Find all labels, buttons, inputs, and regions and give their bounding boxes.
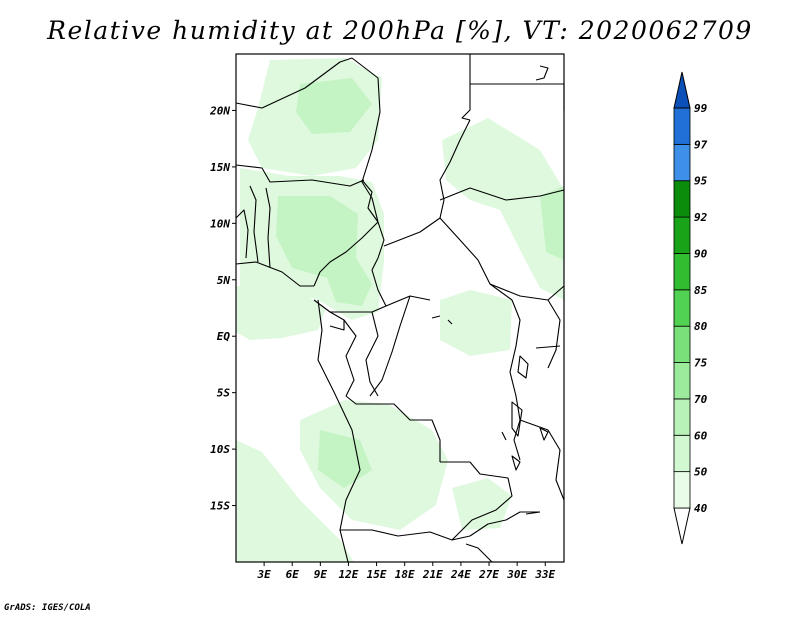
humidity-area-angola [300,400,448,530]
lat-tick-label: 10N [210,217,230,230]
colorbar-min-triangle [673,507,691,545]
humidity-area-southatlantic [236,440,354,562]
lat-tick-label: 5S [217,387,231,400]
lon-tick-label: 9E [314,568,328,581]
humidity-area-gulf [236,286,326,340]
colorbar-bin [673,471,691,509]
credit-text: GrADS: IGES/COLA [4,603,91,613]
colorbar-label: 99 [694,102,708,115]
colorbar-bin [673,216,691,254]
colorbar-label: 92 [694,211,708,224]
lon-tick-label: 18E [395,568,415,581]
colorbar-bin [673,362,691,400]
colorbar: 40 50 60 70 75 80 85 90 92 95 97 99 [673,71,708,545]
colorbar-bin [673,325,691,363]
colorbar-label: 40 [694,502,708,515]
chart-title: Relative humidity at 200hPa [%], VT: 202… [47,16,753,45]
humidity-shading [236,58,564,562]
lon-tick-label: 12E [339,568,359,581]
lat-tick-label: 15S [210,500,230,513]
colorbar-label: 70 [694,393,708,406]
humidity-core-2 [322,258,372,306]
humidity-area-east [442,118,564,300]
colorbar-label: 95 [694,175,708,188]
colorbar-label: 50 [694,466,708,479]
map-frame [235,53,565,563]
colorbar-bin [673,398,691,436]
colorbar-label: 90 [694,247,708,260]
lon-tick-label: 6E [286,568,300,581]
colorbar-bin [673,253,691,291]
humidity-area-congo [440,290,512,356]
lon-tick-label: 21E [422,568,443,581]
colorbar-max-triangle [673,71,691,109]
lon-tick-label: 30E [506,568,527,581]
humidity-shading-mid [276,78,564,488]
lon-tick-label: 24E [450,568,471,581]
colorbar-label: 60 [694,429,708,442]
colorbar-label: 80 [694,320,708,333]
lat-tick-label: 20N [209,104,230,117]
lat-tick-label: 10S [210,443,230,456]
lon-tick-label: 27E [478,568,499,581]
longitude-axis: 3E 6E 9E 12E 15E 18E 21E 24E 27E 30E 33E [256,562,556,581]
colorbar-bin [673,434,691,473]
country-boundaries [235,54,565,563]
humidity-core-5 [540,186,564,260]
colorbar-label: 97 [694,138,708,151]
colorbar-bin [673,143,691,182]
latitude-axis: 20N 15N 10N 5N EQ 5S 10S 15S [209,104,236,513]
lat-tick-label: 15N [210,161,230,174]
colorbar-label: 75 [694,357,708,370]
lon-tick-label: 15E [367,568,387,581]
colorbar-label: 85 [694,284,708,297]
colorbar-bin [673,107,691,145]
lat-tick-label: EQ [217,330,231,343]
colorbar-bin [673,180,691,218]
humidity-core-3 [296,78,372,134]
colorbar-bin [673,289,691,327]
humidity-area-zambia [452,478,512,530]
lon-tick-label: 3E [256,568,271,581]
lat-tick-label: 5N [217,274,231,287]
lon-tick-label: 33E [534,568,555,581]
